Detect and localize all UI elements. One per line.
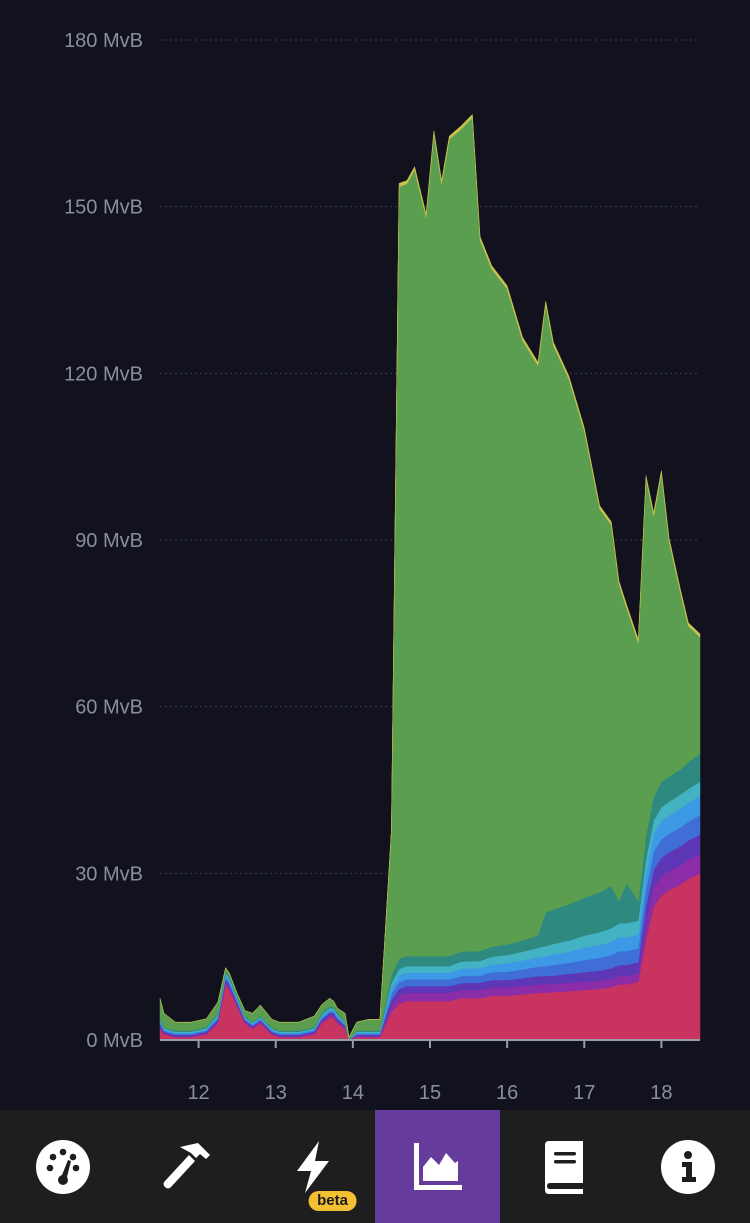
- y-tick-label: 180 MvB: [64, 30, 143, 52]
- about-info-icon: [660, 1139, 715, 1194]
- y-tick-label: 120 MvB: [64, 363, 143, 385]
- nav-dashboard[interactable]: [0, 1110, 125, 1223]
- lightning-bolt-icon: [296, 1140, 329, 1193]
- x-tick-label: 12: [187, 1082, 209, 1104]
- nav-docs[interactable]: [500, 1110, 625, 1223]
- graphs-area-chart-icon: [413, 1142, 462, 1190]
- x-tick-label: 15: [419, 1082, 441, 1104]
- y-tick-label: 30 MvB: [75, 863, 143, 885]
- bottom-navigation: beta: [0, 1110, 750, 1223]
- nav-graphs[interactable]: [375, 1110, 500, 1223]
- stacked-areas: [159, 113, 701, 1041]
- x-tick-label: 18: [650, 1082, 672, 1104]
- x-tick-label: 14: [342, 1082, 364, 1104]
- mempool-area-chart: 0 MvB 30 MvB 60 MvB 90 MvB 120 MvB 150 MvB 180…: [64, 30, 701, 1104]
- x-tick-label: 16: [496, 1082, 518, 1104]
- y-tick-label: 150 MvB: [64, 197, 143, 219]
- x-tick-label: 17: [573, 1082, 595, 1104]
- nav-lightning[interactable]: beta: [250, 1110, 375, 1223]
- area-series-8: [159, 113, 701, 1038]
- docs-book-icon: [544, 1140, 583, 1194]
- dashboard-gauge-icon: [35, 1139, 90, 1194]
- beta-badge: beta: [308, 1191, 357, 1211]
- nav-about[interactable]: [625, 1110, 750, 1223]
- mining-hammer-icon: [163, 1142, 210, 1188]
- y-tick-label: 60 MvB: [75, 697, 143, 719]
- y-tick-label: 0 MvB: [86, 1030, 143, 1052]
- axes: 0 MvB 30 MvB 60 MvB 90 MvB 120 MvB 150 MvB 180…: [64, 30, 700, 1104]
- nav-mining[interactable]: [125, 1110, 250, 1223]
- x-tick-label: 13: [265, 1082, 287, 1104]
- y-tick-label: 90 MvB: [75, 530, 143, 552]
